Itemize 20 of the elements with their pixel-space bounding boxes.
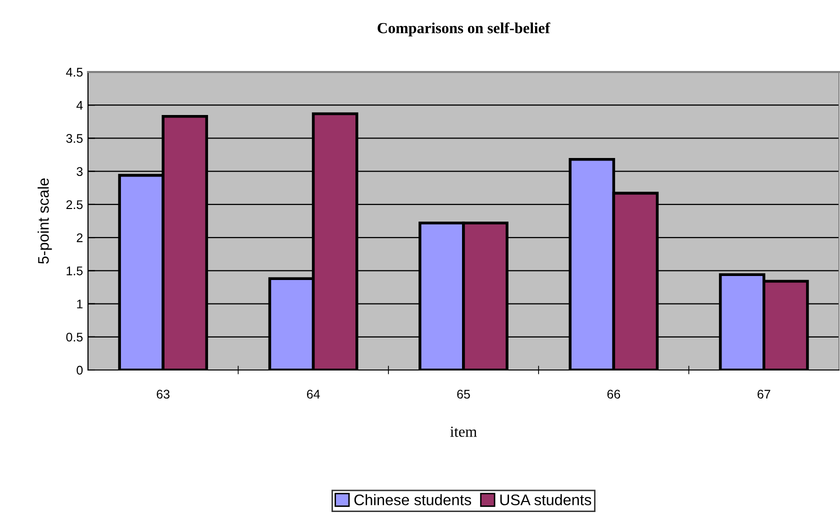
y-tick-label: 1 xyxy=(77,300,83,308)
y-axis-title: 5-point scale xyxy=(38,178,52,264)
legend-label: USA students xyxy=(500,494,592,506)
y-tick-label: 2 xyxy=(76,233,83,242)
legend-label: Chinese students xyxy=(354,494,472,506)
y-tick-label: 4.5 xyxy=(66,68,83,77)
y-tick-label: 1.5 xyxy=(66,266,83,276)
y-tick-label: 3 xyxy=(76,167,83,176)
y-tick-label: 2.5 xyxy=(66,200,83,210)
x-tick-label: 64 xyxy=(306,390,320,399)
y-tick-label: 0.5 xyxy=(66,332,83,342)
x-tick-label: 63 xyxy=(156,390,170,399)
x-tick-label: 66 xyxy=(607,390,620,399)
chart-title: Comparisons on self-belief xyxy=(378,22,550,36)
x-axis-title: item xyxy=(450,426,477,437)
x-tick-label: 67 xyxy=(758,390,770,399)
y-tick-label: 4 xyxy=(76,101,83,110)
x-tick-label: 65 xyxy=(457,390,470,399)
y-tick-label: 0 xyxy=(76,366,83,375)
y-tick-label: 3.5 xyxy=(66,134,83,143)
